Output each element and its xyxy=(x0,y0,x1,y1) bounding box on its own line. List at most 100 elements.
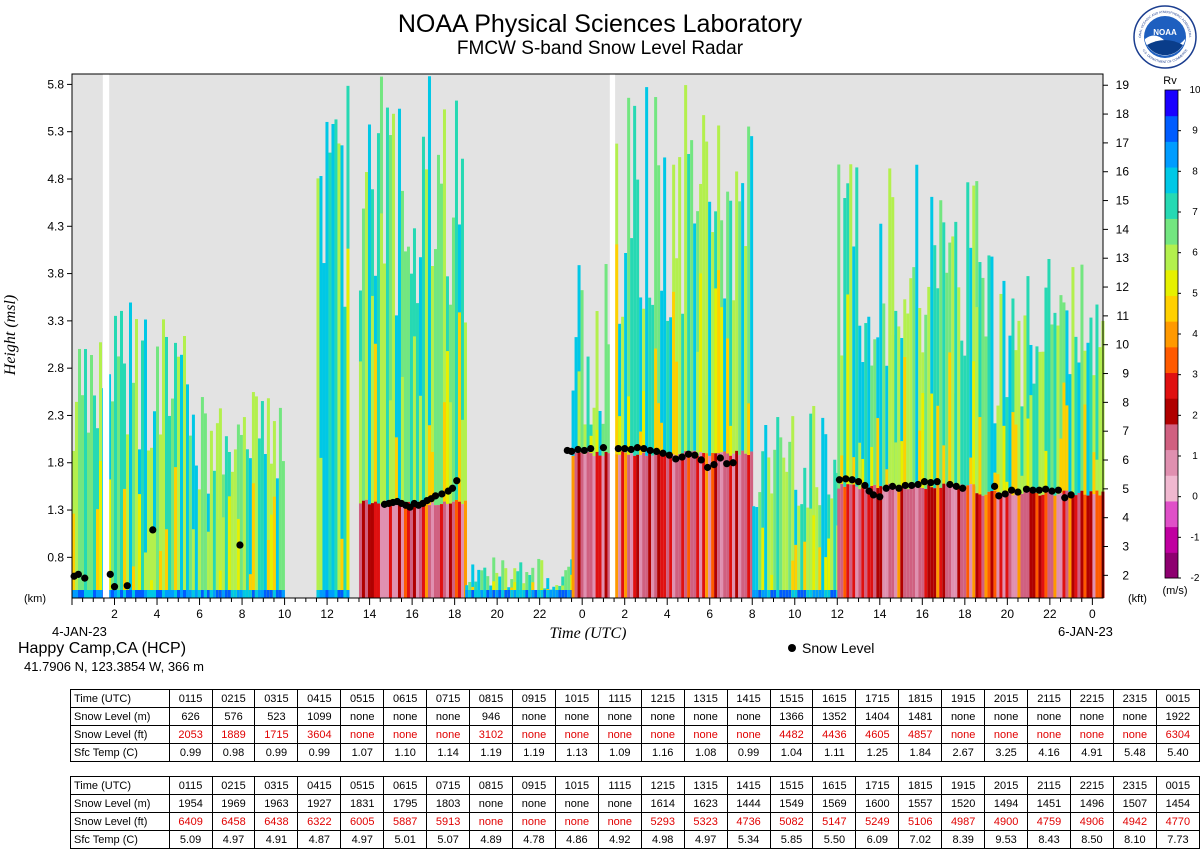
table-cell: 0915 xyxy=(512,689,556,708)
table-cell: 0515 xyxy=(340,776,385,795)
snow-level-point xyxy=(684,450,693,458)
precip-column-7 xyxy=(791,416,795,598)
precip-column-9 xyxy=(1023,315,1027,491)
rain-column-6 xyxy=(645,455,649,598)
table-cell: 1451 xyxy=(1027,794,1071,813)
precip-column-9 xyxy=(984,336,988,495)
rain-column-8 xyxy=(867,487,871,598)
x-tick-label: 12 xyxy=(320,607,334,621)
rain-column-8 xyxy=(879,486,883,598)
ground-column-4 xyxy=(492,590,496,598)
y-tick-label-km: 2.3 xyxy=(47,408,64,422)
precip-column-8 xyxy=(879,223,883,487)
ground-column-1 xyxy=(266,590,270,598)
precip-column-9 xyxy=(1056,325,1060,495)
rain-column-6 xyxy=(627,454,631,598)
table-cell: none xyxy=(726,707,771,726)
snow-level-point xyxy=(627,445,635,454)
ground-column-0 xyxy=(162,590,165,598)
ground-column-1 xyxy=(236,590,240,598)
rain-column-5 xyxy=(592,455,596,598)
precip-column-8 xyxy=(906,313,910,490)
snow-level-point xyxy=(659,449,667,457)
table-cell: 4.97 xyxy=(340,830,385,849)
precip-column-3 xyxy=(382,263,386,501)
ground-column-0 xyxy=(159,590,162,598)
table-cell: 1115 xyxy=(597,776,642,795)
precip-column-0 xyxy=(114,315,117,598)
rain-column-3 xyxy=(433,505,437,598)
table-cell: 946 xyxy=(469,707,513,726)
rain-column-3 xyxy=(409,504,413,598)
ground-column-1 xyxy=(206,590,210,598)
rain-column-6 xyxy=(660,451,664,598)
snow-level-point xyxy=(854,478,863,486)
rain-column-5 xyxy=(607,453,611,598)
ground-column-7 xyxy=(812,590,816,598)
x-tick-label: 10 xyxy=(278,607,292,621)
precip-column-4 xyxy=(468,581,472,598)
precip-column-7 xyxy=(782,457,786,598)
ground-column-0 xyxy=(87,590,90,598)
rain-column-3 xyxy=(397,500,401,598)
x-tick-label: 2 xyxy=(111,607,118,621)
table-cell: none xyxy=(554,725,599,744)
y-tick-label-kft: 12 xyxy=(1116,280,1130,294)
table-cell: 1.84 xyxy=(898,743,943,762)
precip-column-7 xyxy=(773,449,777,598)
logo-text: NOAA xyxy=(1153,28,1177,37)
snow-level-point xyxy=(236,541,244,549)
precip-column-9 xyxy=(1071,267,1075,495)
precip-column-9 xyxy=(1014,424,1018,492)
table-cell: 2215 xyxy=(1069,689,1114,708)
table-cell: none xyxy=(383,707,428,726)
colorbar-swatch xyxy=(1165,115,1178,142)
snow-level-point xyxy=(729,459,737,467)
rain-column-8 xyxy=(897,488,901,598)
table-cell: 2115 xyxy=(1027,776,1071,795)
precip-column-1 xyxy=(191,529,195,598)
table-cell: 5.07 xyxy=(426,830,471,849)
ground-column-2 xyxy=(340,590,344,598)
precip-column-8 xyxy=(837,164,841,489)
y-tick-label-km: 0.8 xyxy=(47,550,64,564)
snow-level-point xyxy=(876,493,884,501)
precip-column-6 xyxy=(645,87,649,456)
precip-column-9 xyxy=(1041,351,1045,495)
colorbar-swatch xyxy=(1165,423,1178,451)
ground-column-4 xyxy=(468,590,472,598)
table-row: Sfc Temp (C) 0.99 0.98 0.99 0.99 1.07 1.10 1.14… xyxy=(70,743,1200,762)
precip-column-8 xyxy=(942,445,946,484)
rain-column-6 xyxy=(714,453,718,598)
ground-column-7 xyxy=(770,590,774,598)
precip-column-6 xyxy=(696,351,700,456)
precip-column-3 xyxy=(361,208,365,501)
title-block: NOAA Physical Sciences Laboratory FMCW S… xyxy=(0,10,1200,60)
rain-column-6 xyxy=(666,454,670,598)
table-cell: 576 xyxy=(211,707,256,726)
precip-column-1 xyxy=(278,407,282,598)
precip-column-3 xyxy=(379,213,383,505)
table-cell: none xyxy=(426,725,471,744)
precip-column-2 xyxy=(319,457,323,598)
precip-column-8 xyxy=(918,308,922,488)
precip-column-3 xyxy=(409,273,413,505)
colorbar-tick-label: -1 xyxy=(1191,532,1200,543)
rain-column-8 xyxy=(858,489,862,598)
chart-subtitle: FMCW S-band Snow Level Radar xyxy=(456,38,744,59)
precip-column-8 xyxy=(873,339,877,485)
precip-column-0 xyxy=(180,354,183,598)
table-cell: 1.14 xyxy=(426,743,471,762)
rain-column-8 xyxy=(846,484,850,598)
ground-column-0 xyxy=(111,590,114,598)
rain-column-6 xyxy=(690,451,694,598)
precip-column-8 xyxy=(909,278,913,489)
precip-column-6 xyxy=(660,290,664,452)
table-cell: 5.34 xyxy=(726,830,771,849)
rain-column-8 xyxy=(909,488,913,598)
precip-column-7 xyxy=(815,487,819,598)
rain-column-8 xyxy=(936,483,940,598)
precip-column-4 xyxy=(504,568,508,598)
ground-column-4 xyxy=(501,590,505,598)
rain-column-9 xyxy=(1032,491,1036,598)
